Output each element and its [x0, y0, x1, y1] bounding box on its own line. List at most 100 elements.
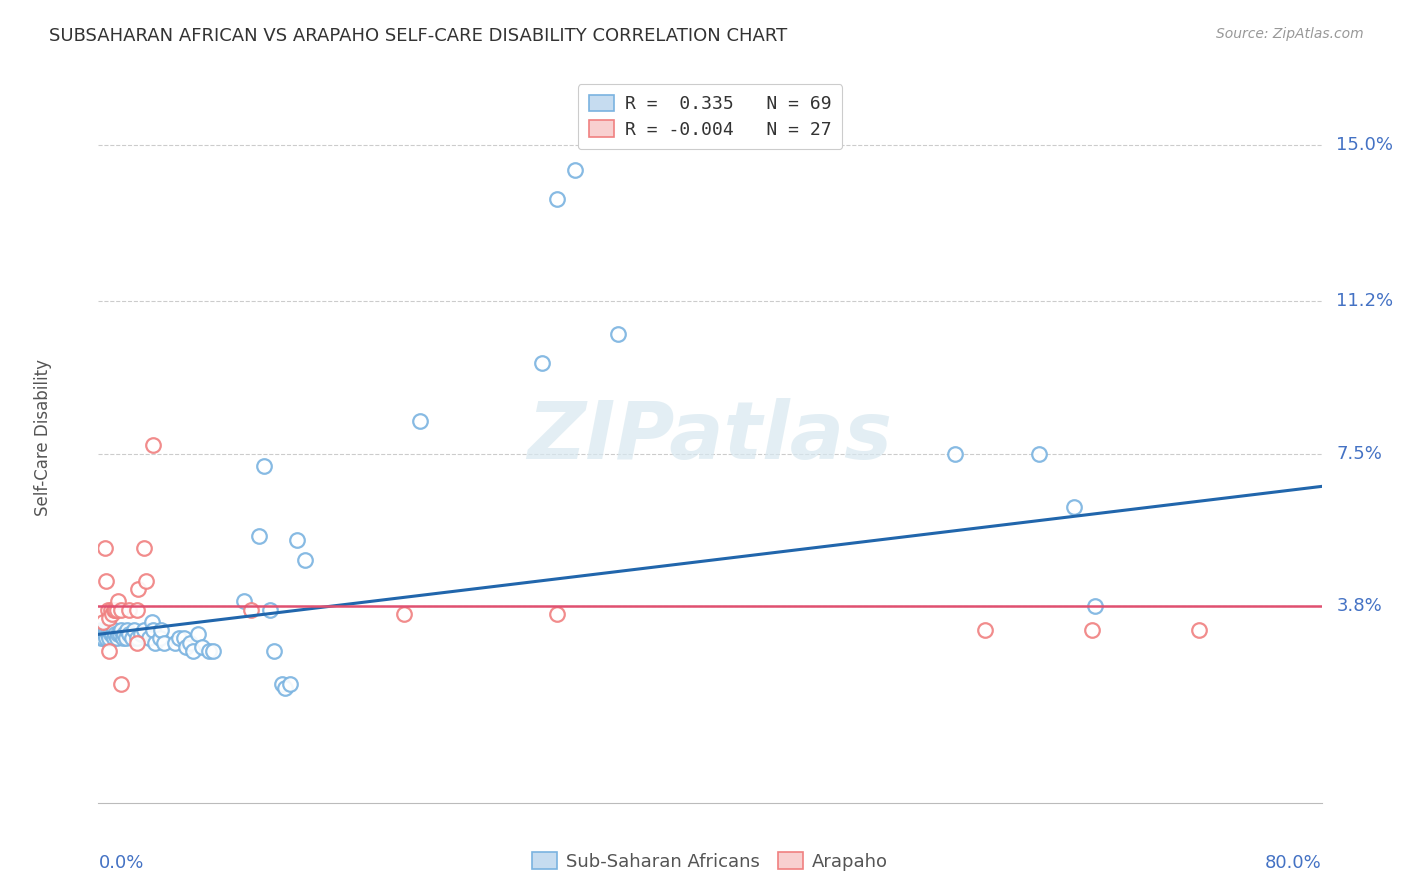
Point	[91, 632, 114, 646]
Text: 0.0%: 0.0%	[98, 854, 143, 872]
Point	[143, 635, 166, 649]
Text: 11.2%: 11.2%	[1336, 293, 1393, 310]
Point	[101, 627, 124, 641]
Point	[607, 327, 630, 342]
Point	[138, 632, 160, 646]
Point	[97, 602, 120, 616]
Point	[294, 553, 316, 567]
Point	[564, 163, 586, 178]
Point	[181, 644, 204, 658]
Point	[94, 624, 117, 638]
Point	[150, 624, 173, 638]
Point	[259, 602, 281, 616]
Point	[163, 635, 186, 649]
Point	[546, 607, 568, 621]
Point	[1081, 624, 1104, 638]
Point	[94, 632, 117, 646]
Point	[197, 644, 219, 658]
Point	[943, 446, 966, 460]
Point	[111, 632, 134, 646]
Point	[274, 681, 297, 695]
Point	[108, 627, 131, 641]
Point	[97, 627, 120, 641]
Point	[285, 533, 308, 547]
Point	[142, 624, 165, 638]
Point	[125, 635, 148, 649]
Point	[187, 627, 209, 641]
Point	[93, 541, 115, 555]
Point	[247, 529, 270, 543]
Point	[134, 624, 156, 638]
Point	[103, 602, 125, 616]
Point	[141, 615, 163, 629]
Point	[107, 594, 129, 608]
Point	[191, 640, 214, 654]
Point	[135, 574, 157, 588]
Legend: Sub-Saharan Africans, Arapaho: Sub-Saharan Africans, Arapaho	[524, 846, 896, 878]
Point	[122, 624, 145, 638]
Text: 15.0%: 15.0%	[1336, 136, 1393, 154]
Point	[100, 602, 122, 616]
Point	[100, 624, 122, 638]
Point	[89, 627, 111, 641]
Point	[974, 624, 997, 638]
Point	[392, 607, 416, 621]
Point	[110, 624, 132, 638]
Point	[530, 356, 553, 370]
Point	[104, 602, 127, 616]
Text: 7.5%: 7.5%	[1336, 444, 1382, 463]
Point	[121, 632, 143, 646]
Point	[115, 632, 138, 646]
Point	[107, 627, 129, 641]
Point	[129, 627, 152, 641]
Text: ZIPatlas: ZIPatlas	[527, 398, 893, 476]
Text: 3.8%: 3.8%	[1336, 597, 1382, 615]
Point	[179, 635, 201, 649]
Point	[278, 676, 301, 690]
Point	[125, 632, 148, 646]
Point	[105, 632, 128, 646]
Point	[98, 627, 121, 641]
Point	[93, 627, 115, 641]
Point	[101, 607, 124, 621]
Point	[1063, 500, 1085, 514]
Point	[98, 632, 121, 646]
Point	[1084, 599, 1107, 613]
Point	[110, 602, 132, 616]
Point	[91, 627, 114, 641]
Point	[546, 192, 568, 206]
Point	[142, 438, 165, 452]
Point	[240, 602, 263, 616]
Point	[94, 574, 117, 588]
Point	[117, 624, 139, 638]
Point	[1188, 624, 1211, 638]
Point	[232, 594, 254, 608]
Point	[90, 624, 112, 638]
Point	[112, 627, 135, 641]
Text: Self-Care Disability: Self-Care Disability	[34, 359, 52, 516]
Text: SUBSAHARAN AFRICAN VS ARAPAHO SELF-CARE DISABILITY CORRELATION CHART: SUBSAHARAN AFRICAN VS ARAPAHO SELF-CARE …	[49, 27, 787, 45]
Point	[153, 635, 176, 649]
Point	[90, 632, 112, 646]
Point	[263, 644, 285, 658]
Point	[408, 414, 430, 428]
Point	[149, 632, 172, 646]
Text: 80.0%: 80.0%	[1265, 854, 1322, 872]
Point	[100, 627, 122, 641]
Point	[1028, 446, 1050, 460]
Point	[125, 602, 148, 616]
Point	[103, 624, 125, 638]
Text: Source: ZipAtlas.com: Source: ZipAtlas.com	[1216, 27, 1364, 41]
Point	[134, 541, 156, 555]
Point	[174, 640, 197, 654]
Point	[270, 676, 292, 690]
Point	[173, 632, 195, 646]
Point	[127, 582, 149, 596]
Point	[105, 602, 128, 616]
Point	[103, 632, 125, 646]
Point	[98, 611, 121, 625]
Point	[104, 627, 127, 641]
Point	[252, 458, 274, 473]
Point	[110, 676, 132, 690]
Point	[118, 627, 141, 641]
